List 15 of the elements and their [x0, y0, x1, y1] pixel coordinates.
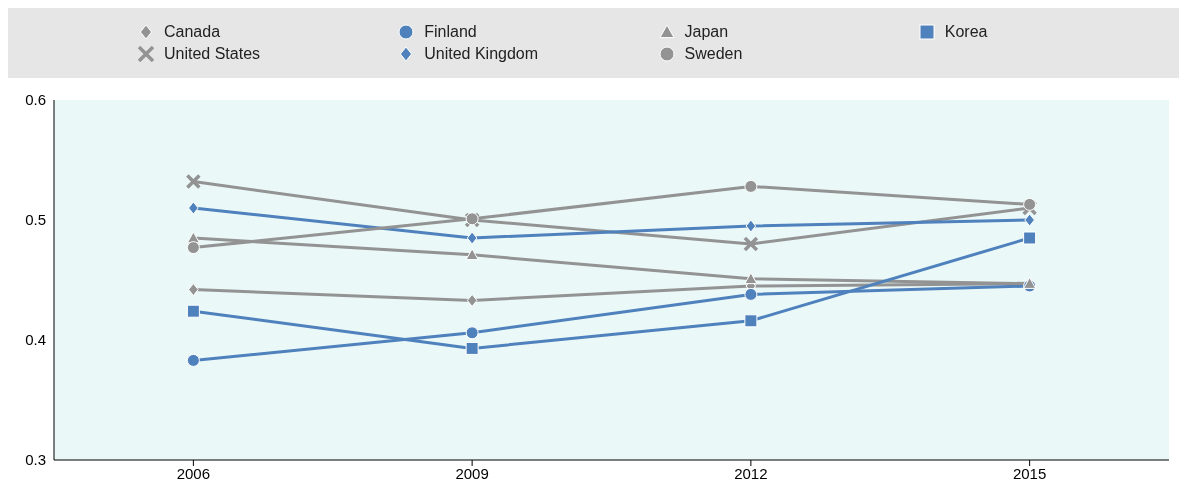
legend-label: Finland — [424, 23, 477, 41]
y-tick-label: 0.5 — [25, 211, 46, 229]
legend-label: Sweden — [684, 45, 743, 63]
x-tick-label: 2012 — [734, 464, 768, 482]
y-tick-label: 0.3 — [25, 451, 46, 469]
legend-label: Canada — [164, 23, 221, 41]
x-tick-label: 2006 — [176, 464, 211, 482]
legend-label: United Kingdom — [424, 45, 539, 63]
legend-label: Korea — [944, 23, 988, 41]
y-tick-label: 0.6 — [25, 91, 46, 109]
legend-label: Japan — [684, 23, 729, 41]
x-tick-label: 2009 — [455, 464, 489, 482]
legend-label: United States — [164, 45, 261, 63]
x-tick-label: 2015 — [1012, 464, 1047, 482]
y-tick-label: 0.4 — [25, 331, 46, 349]
